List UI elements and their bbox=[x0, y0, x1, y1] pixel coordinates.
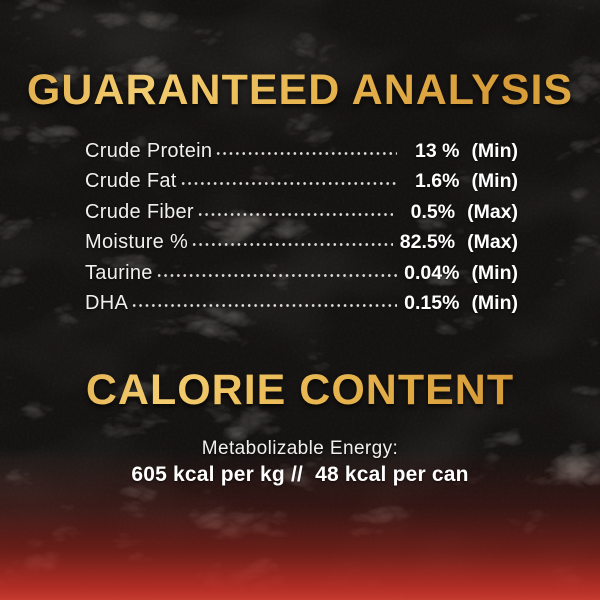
analysis-row-label: Crude Fiber bbox=[85, 200, 194, 223]
dot-leader bbox=[196, 212, 394, 216]
analysis-row-label: Moisture % bbox=[85, 231, 189, 254]
analysis-row-qualifier: (Min) bbox=[471, 140, 518, 162]
analysis-row-qualifier: (Max) bbox=[467, 200, 518, 223]
analysis-row: Crude Protein 13 % (Min) bbox=[85, 136, 518, 166]
dot-leader bbox=[215, 152, 398, 155]
analysis-row-qualifier: (Min) bbox=[471, 261, 518, 284]
guaranteed-analysis-title: GUARANTEED ANALYSIS bbox=[0, 0, 600, 112]
analysis-row-value: 13 % bbox=[414, 140, 460, 162]
analysis-row-value: 0.04% bbox=[404, 261, 460, 284]
analysis-row: DHA 0.15% (Min) bbox=[85, 288, 518, 318]
analysis-row-label: Crude Fat bbox=[85, 170, 177, 193]
guaranteed-analysis-table: Crude Protein 13 % (Min) Crude Fat 1.6% … bbox=[85, 136, 518, 318]
analysis-row-label: DHA bbox=[85, 292, 129, 315]
dot-leader bbox=[155, 273, 398, 277]
metabolizable-energy-label: Metabolizable Energy: bbox=[201, 438, 399, 460]
analysis-row-label: Taurine bbox=[85, 261, 153, 284]
analysis-row: Taurine 0.04% (Min) bbox=[85, 258, 518, 288]
analysis-row: Moisture % 82.5% (Max) bbox=[85, 227, 518, 257]
label-content: GUARANTEED ANALYSIS Crude Protein 13 % (… bbox=[0, 0, 600, 487]
analysis-row-value: 1.6% bbox=[414, 170, 460, 193]
analysis-row-qualifier: (Max) bbox=[467, 231, 518, 254]
bottom-red-gradient bbox=[0, 450, 600, 600]
analysis-row-value: 82.5% bbox=[399, 231, 456, 254]
analysis-row: Crude Fiber 0.5% (Max) bbox=[85, 197, 518, 227]
dot-leader bbox=[179, 182, 398, 186]
dot-leader bbox=[191, 243, 394, 247]
analysis-row-qualifier: (Min) bbox=[471, 170, 518, 193]
analysis-row: Crude Fat 1.6% (Min) bbox=[85, 166, 518, 196]
analysis-row-qualifier: (Min) bbox=[471, 292, 518, 315]
dot-leader bbox=[131, 304, 398, 308]
metabolizable-energy-values: 605 kcal per kg // 48 kcal per can bbox=[131, 463, 469, 487]
analysis-row-value: 0.15% bbox=[404, 292, 460, 315]
analysis-row-label: Crude Protein bbox=[85, 140, 213, 162]
calorie-content-title: CALORIE CONTENT bbox=[0, 368, 600, 412]
analysis-row-value: 0.5% bbox=[410, 200, 456, 223]
